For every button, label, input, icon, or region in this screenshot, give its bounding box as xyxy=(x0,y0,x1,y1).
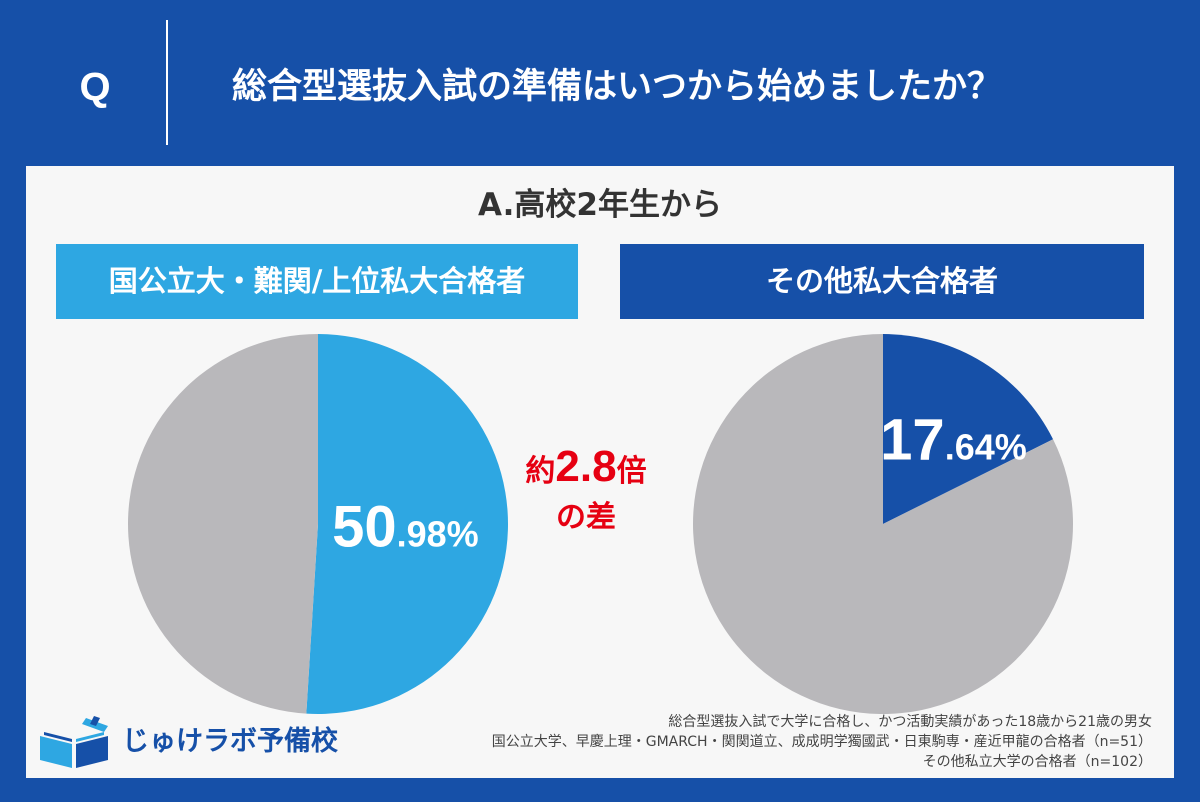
ratio-suffix: 倍 xyxy=(616,454,647,489)
header-divider xyxy=(166,20,168,145)
ratio-callout: 約2.8倍 の差 xyxy=(521,438,651,540)
note-line: その他私立大学の合格者（n=102） xyxy=(922,754,1152,770)
group-label-other-private: その他私大合格者 xyxy=(620,244,1144,319)
pie-value-label: 50.98% xyxy=(332,495,479,560)
logo: じゅけラボ予備校 xyxy=(34,714,338,772)
ratio-prefix: 約 xyxy=(525,454,556,489)
question-mark: Q xyxy=(79,65,111,109)
pie-value-decimal: .64% xyxy=(945,426,1027,467)
answer-heading: A.高校2年生から xyxy=(478,187,722,223)
question-text: 総合型選抜入試の準備はいつから始めましたか？ xyxy=(232,67,1003,107)
chart-panel: A.高校2年生から 国公立大・難関/上位私大合格者 その他私大合格者 50.98… xyxy=(26,166,1174,778)
open-book-icon xyxy=(40,716,108,768)
ratio-line2: の差 xyxy=(556,500,616,535)
pie-slice-highlight xyxy=(306,334,509,714)
pie-value-label: 17.64% xyxy=(880,407,1027,472)
note-line: 総合型選抜入試で大学に合格し、かつ活動実績があった18歳から21歳の男女 xyxy=(668,714,1152,730)
pie-slice-rest xyxy=(693,334,1073,714)
note-line: 国公立大学、早慶上理・GMARCH・関関道立、成成明学獨國武・日東駒専・産近甲龍… xyxy=(491,734,1152,750)
pie-chart-other-private: 17.64% xyxy=(693,334,1073,714)
pie-value-integer: 50 xyxy=(332,495,397,560)
pie-value-decimal: .98% xyxy=(397,514,479,555)
pie-chart-national-top-private: 50.98% xyxy=(128,334,509,714)
logo-text: じゅけラボ予備校 xyxy=(122,726,338,757)
ratio-number: 2.8 xyxy=(555,442,617,491)
header: Q 総合型選抜入試の準備はいつから始めましたか？ xyxy=(0,0,1200,166)
pie-slice-highlight xyxy=(883,334,1054,524)
group-label-national-top-private: 国公立大・難関/上位私大合格者 xyxy=(56,244,578,319)
pie-slice-rest xyxy=(128,334,318,714)
survey-notes: 総合型選抜入試で大学に合格し、かつ活動実績があった18歳から21歳の男女 国公立… xyxy=(392,712,1152,772)
pie-value-integer: 17 xyxy=(880,407,945,472)
